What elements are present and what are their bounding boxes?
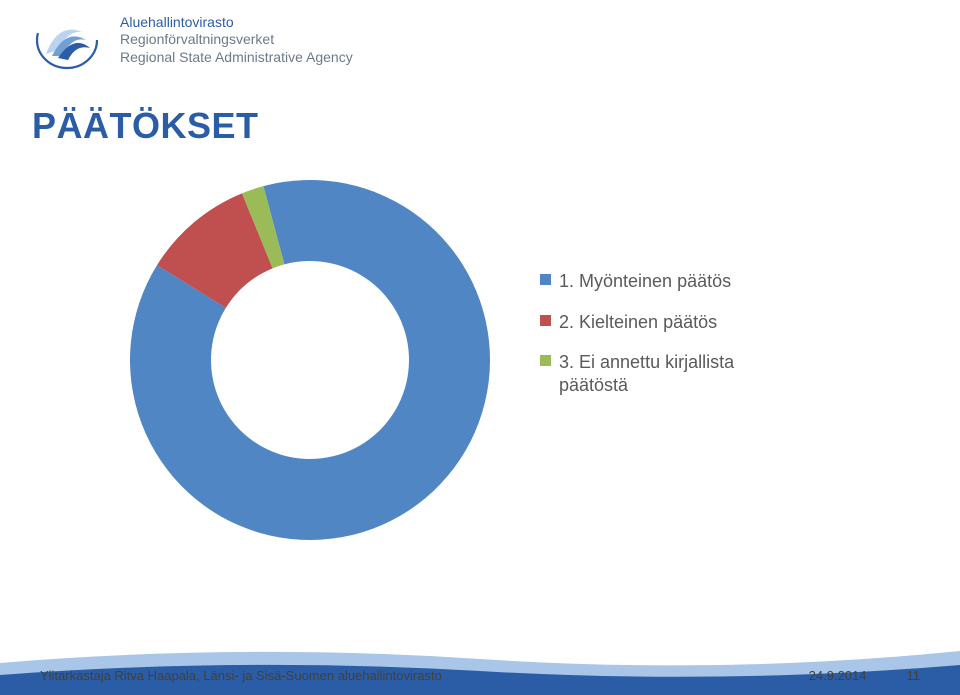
legend-label: 3. Ei annettu kirjallista päätöstä xyxy=(559,351,769,396)
agency-name-sv: Regionförvaltningsverket xyxy=(120,31,353,48)
legend-swatch-icon xyxy=(540,315,551,326)
legend-label: 1. Myönteinen päätös xyxy=(559,270,731,293)
donut-chart xyxy=(110,160,510,560)
footer-page-num: 11 xyxy=(907,668,921,683)
slide-page: Aluehallintovirasto Regionförvaltningsve… xyxy=(0,0,960,695)
agency-name-fi: Aluehallintovirasto xyxy=(120,14,353,31)
legend-swatch-icon xyxy=(540,355,551,366)
header: Aluehallintovirasto Regionförvaltningsve… xyxy=(28,10,353,70)
footer-text: Ylitarkastaja Ritva Haapala, Länsi- ja S… xyxy=(0,668,960,683)
legend-swatch-icon xyxy=(540,274,551,285)
legend-item: 3. Ei annettu kirjallista päätöstä xyxy=(540,351,769,396)
legend-item: 1. Myönteinen päätös xyxy=(540,270,769,293)
footer-date: 24.9.2014 xyxy=(809,668,867,683)
footer-wave-icon xyxy=(0,635,960,695)
page-title: PÄÄTÖKSET xyxy=(32,105,259,147)
legend-label: 2. Kielteinen päätös xyxy=(559,311,717,334)
footer-author: Ylitarkastaja Ritva Haapala, Länsi- ja S… xyxy=(40,668,442,683)
agency-name-en: Regional State Administrative Agency xyxy=(120,49,353,66)
chart-legend: 1. Myönteinen päätös 2. Kielteinen päätös… xyxy=(540,270,769,396)
donut-hole xyxy=(213,263,407,457)
agency-logo-icon xyxy=(28,10,106,70)
footer-right: 24.9.2014 11 xyxy=(809,668,920,683)
agency-name-block: Aluehallintovirasto Regionförvaltningsve… xyxy=(120,14,353,65)
legend-item: 2. Kielteinen päätös xyxy=(540,311,769,334)
